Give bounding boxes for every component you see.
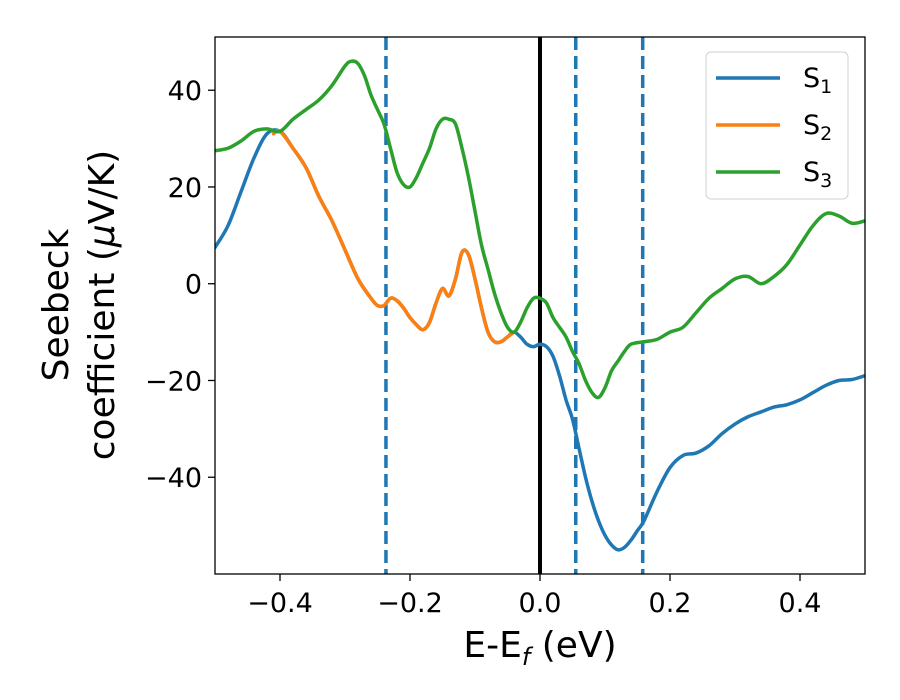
- y-axis-title-line2: coefficient (μV/K): [82, 150, 123, 460]
- legend-label-s1: S1: [803, 63, 832, 98]
- y-axis-title-line1: Seebeck: [36, 228, 77, 381]
- y-tick-label: −40: [145, 463, 202, 494]
- x-tick-label: 0.2: [649, 588, 692, 619]
- reference-lines: [384, 37, 645, 574]
- y-axis-title: Seebeck coefficient (μV/K): [36, 150, 123, 460]
- y-tick-label: 0: [185, 270, 202, 301]
- x-axis-title-tail: (eV): [530, 625, 616, 666]
- x-axis: −0.4 −0.2 0.0 0.2 0.4: [247, 574, 821, 619]
- x-tick-label: 0.0: [519, 588, 562, 619]
- series-line-s3: [215, 59, 865, 400]
- y-axis-title-mu: μ: [82, 224, 123, 248]
- y-tick-label: 40: [168, 76, 202, 107]
- legend-label-s2: S2: [803, 110, 832, 145]
- y-tick-label: 20: [168, 173, 202, 204]
- legend: S1 S2 S3: [705, 51, 849, 200]
- x-axis-title-main: E-E: [463, 625, 521, 666]
- x-tick-label: −0.2: [377, 588, 443, 619]
- y-axis: 40 20 0 −20 −40: [145, 76, 215, 494]
- y-tick-label: −20: [145, 366, 202, 397]
- series-line-s2: [271, 128, 516, 345]
- y-axis-title-line2-pre: coefficient (: [82, 247, 123, 460]
- legend-label-s3: S3: [803, 157, 832, 192]
- x-tick-label: −0.4: [247, 588, 313, 619]
- series-layer: [215, 59, 865, 552]
- plot-area: [215, 37, 865, 574]
- x-tick-label: 0.4: [779, 588, 822, 619]
- x-axis-title: E-Ef (eV): [463, 625, 616, 671]
- y-axis-title-line2-post: V/K): [82, 150, 123, 224]
